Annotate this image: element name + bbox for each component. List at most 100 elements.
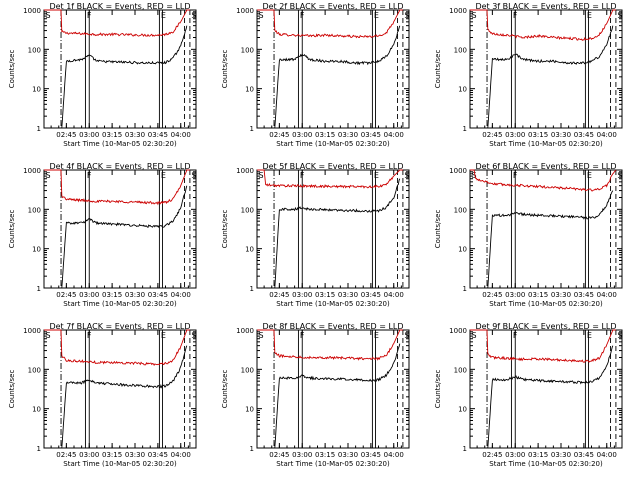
- y-tick-label: 10: [245, 86, 254, 94]
- chart-panel: Det 1f BLACK = Events, RED = LLD 1 10 100 10…: [8, 2, 197, 148]
- x-tick-label: 03:45: [148, 451, 168, 459]
- y-tick-label: 1000: [449, 327, 467, 335]
- y-tick-label: 100: [28, 206, 41, 214]
- chart-panel: Det 9f BLACK = Events, RED = LLD 1 10 100 10…: [434, 322, 623, 468]
- x-tick-label: 03:15: [102, 131, 122, 139]
- x-tick-label: 03:30: [338, 291, 358, 299]
- lld-series-line: [470, 169, 617, 192]
- events-series-line: [274, 178, 401, 289]
- x-tick-label: 04:00: [171, 291, 191, 299]
- lld-series-line: [470, 329, 616, 363]
- interval-marker-label: S: [46, 171, 51, 180]
- interval-marker-label: S: [617, 11, 622, 20]
- x-tick-label: 03:00: [79, 291, 99, 299]
- x-tick-label: 02:45: [56, 451, 76, 459]
- x-tick-label: 03:00: [505, 131, 525, 139]
- y-axis-label: Counts/sec: [8, 210, 16, 249]
- chart-title: Det 3f BLACK = Events, RED = LLD: [475, 2, 616, 11]
- events-series-line: [61, 185, 188, 289]
- x-axis-label: Start Time (10-Mar-05 02:30:20): [276, 300, 390, 308]
- y-tick-label: 1: [37, 125, 41, 133]
- interval-marker-label: S: [259, 331, 264, 340]
- plot-frame: [43, 329, 197, 449]
- x-tick-label: 03:00: [505, 291, 525, 299]
- y-tick-label: 1: [37, 285, 41, 293]
- y-tick-label: 100: [28, 46, 41, 54]
- interval-marker-label: E: [374, 11, 379, 20]
- y-tick-label: 10: [245, 406, 254, 414]
- y-axis-label: Counts/sec: [434, 50, 442, 89]
- y-tick-label: 10: [245, 246, 254, 254]
- interval-marker-label: E: [374, 171, 379, 180]
- x-axis-label: Start Time (10-Mar-05 02:30:20): [63, 460, 177, 468]
- chart-panel: Det 5f BLACK = Events, RED = LLD 1 10 100 10…: [221, 162, 410, 308]
- x-tick-label: 03:30: [125, 451, 145, 459]
- lld-series-line: [44, 9, 190, 37]
- y-tick-label: 10: [32, 86, 41, 94]
- plot-frame: [43, 9, 197, 129]
- y-tick-label: 1000: [449, 7, 467, 15]
- x-tick-label: 02:45: [56, 291, 76, 299]
- y-tick-label: 10: [458, 246, 467, 254]
- chart-title: Det 9f BLACK = Events, RED = LLD: [475, 322, 616, 331]
- x-tick-label: 04:00: [384, 131, 404, 139]
- x-tick-label: 02:45: [482, 131, 502, 139]
- x-tick-label: 04:00: [597, 451, 617, 459]
- y-tick-label: 1: [463, 285, 467, 293]
- y-tick-label: 1000: [23, 327, 41, 335]
- x-axis-label: Start Time (10-Mar-05 02:30:20): [63, 140, 177, 148]
- plot-frame: [256, 9, 410, 129]
- chart-title: Det 7f BLACK = Events, RED = LLD: [49, 322, 190, 331]
- interval-marker-label: S: [191, 11, 196, 20]
- interval-marker-label: S: [46, 11, 51, 20]
- y-tick-label: 10: [458, 406, 467, 414]
- chart-title: Det 8f BLACK = Events, RED = LLD: [262, 322, 403, 331]
- chart-title: Det 6f BLACK = Events, RED = LLD: [475, 162, 616, 171]
- interval-marker-label: S: [617, 331, 622, 340]
- interval-marker-label: S: [472, 331, 477, 340]
- x-tick-label: 03:00: [292, 131, 312, 139]
- lld-series-line: [257, 329, 403, 361]
- x-tick-label: 03:00: [79, 131, 99, 139]
- x-tick-label: 03:45: [148, 291, 168, 299]
- interval-marker-label: S: [259, 11, 264, 20]
- chart-panel: Det 3f BLACK = Events, RED = LLD 1 10 100 10…: [434, 2, 623, 148]
- chart-title: Det 2f BLACK = Events, RED = LLD: [262, 2, 403, 11]
- y-tick-label: 10: [458, 86, 467, 94]
- x-tick-label: 02:45: [269, 451, 289, 459]
- interval-marker-label: S: [472, 171, 477, 180]
- y-tick-label: 100: [241, 366, 254, 374]
- chart-panel: Det 4f BLACK = Events, RED = LLD 1 10 100 10…: [8, 162, 197, 308]
- x-tick-label: 03:30: [125, 131, 145, 139]
- interval-marker-label: S: [404, 171, 409, 180]
- x-tick-label: 04:00: [384, 291, 404, 299]
- interval-marker-label: E: [374, 331, 379, 340]
- x-tick-label: 02:45: [56, 131, 76, 139]
- y-tick-label: 1: [37, 445, 41, 453]
- x-tick-label: 03:15: [102, 451, 122, 459]
- lld-series-line: [257, 169, 403, 189]
- events-series-line: [61, 25, 188, 129]
- lld-series-line: [470, 9, 616, 41]
- x-tick-label: 03:00: [292, 291, 312, 299]
- chart-title: Det 1f BLACK = Events, RED = LLD: [49, 2, 190, 11]
- plot-frame: [256, 169, 410, 289]
- y-axis-label: Counts/sec: [434, 370, 442, 409]
- y-axis-label: Counts/sec: [221, 210, 229, 249]
- interval-marker-label: S: [259, 171, 264, 180]
- plot-frame: [469, 329, 623, 449]
- interval-marker-label: S: [472, 11, 477, 20]
- y-tick-label: 100: [454, 366, 467, 374]
- x-axis-label: Start Time (10-Mar-05 02:30:20): [276, 140, 390, 148]
- x-tick-label: 04:00: [597, 131, 617, 139]
- x-tick-label: 03:00: [505, 451, 525, 459]
- chart-panel: Det 8f BLACK = Events, RED = LLD 1 10 100 10…: [221, 322, 410, 468]
- y-tick-label: 1: [463, 445, 467, 453]
- lld-series-line: [257, 9, 403, 39]
- x-tick-label: 03:45: [574, 451, 594, 459]
- x-tick-label: 03:45: [361, 451, 381, 459]
- x-tick-label: 03:15: [102, 291, 122, 299]
- interval-marker-label: E: [161, 331, 166, 340]
- y-tick-label: 1: [250, 285, 254, 293]
- y-tick-label: 100: [241, 46, 254, 54]
